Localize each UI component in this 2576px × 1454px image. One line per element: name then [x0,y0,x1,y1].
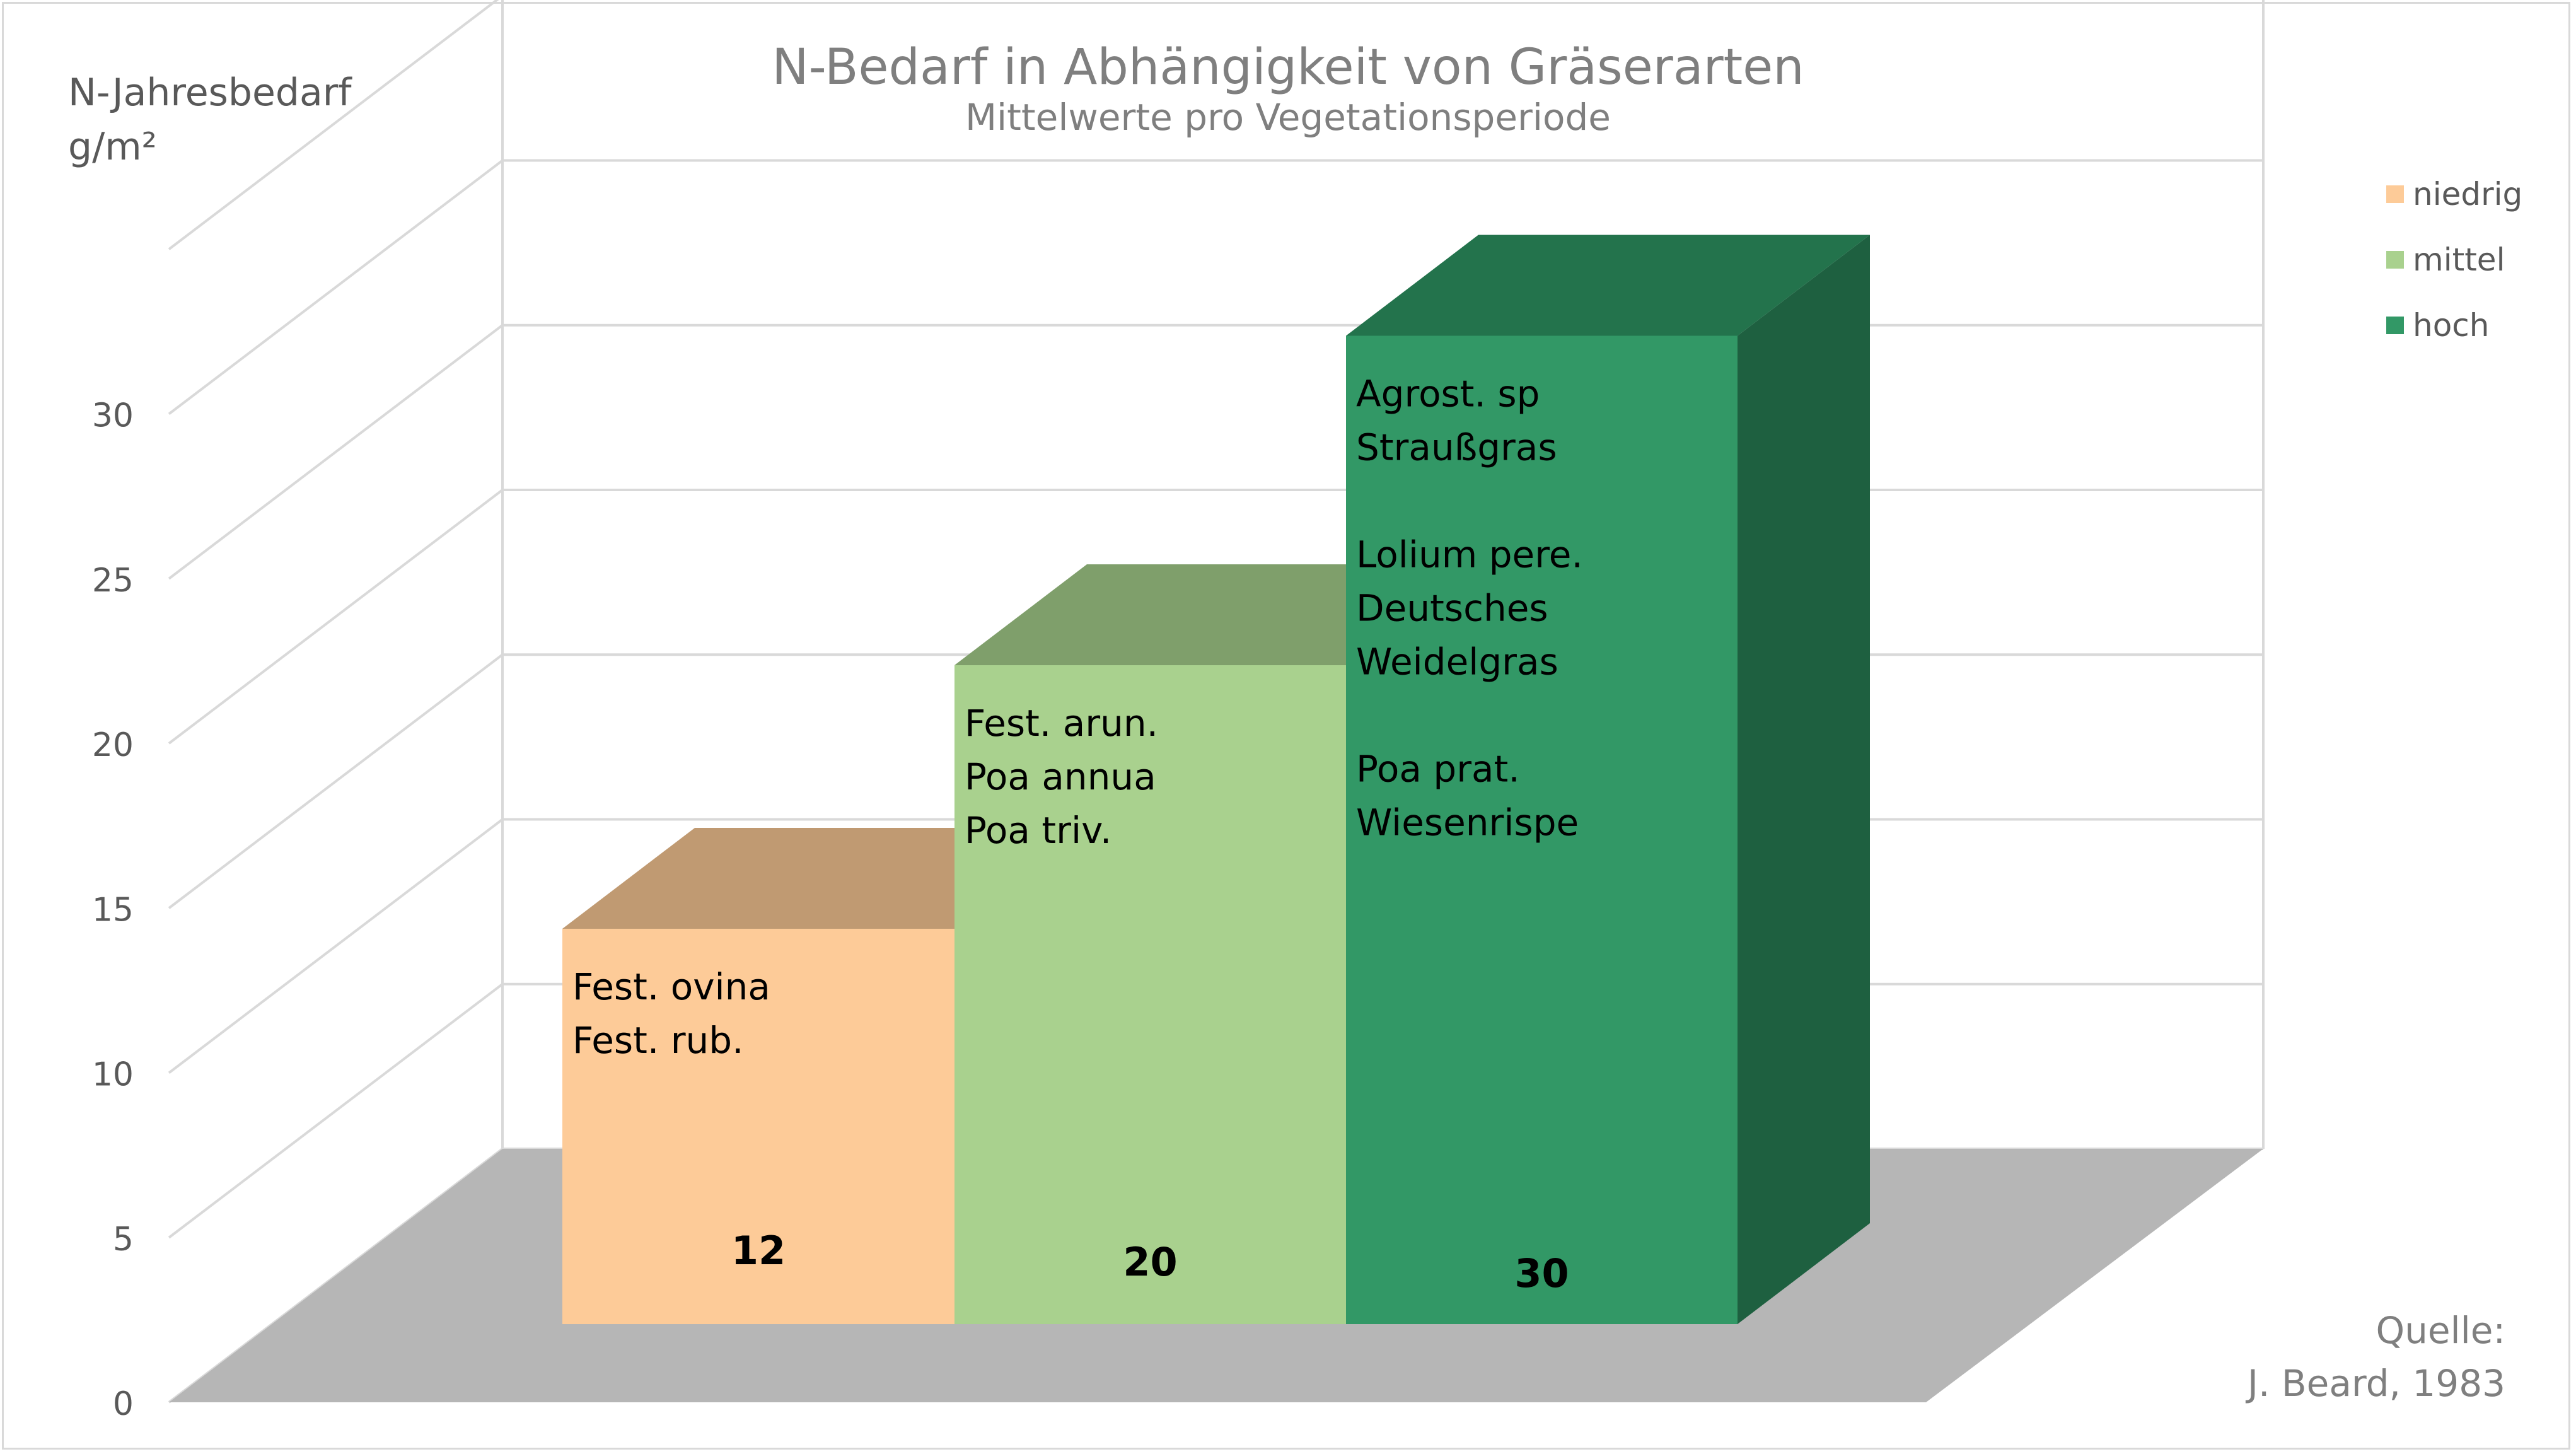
bar-species-label: Weidelgras [1356,641,1558,683]
legend-item-hoch[interactable]: hoch [2386,293,2522,358]
bar-species-label: Poa prat. [1356,748,1520,791]
legend-label-hoch: hoch [2413,307,2490,344]
bar-hoch: Agrost. sp Straußgras Lolium pere. Deutsche… [1346,235,1870,1324]
bars: Fest. ovina Fest. rub. 12 Fest. arun. Poa an… [562,235,1870,1324]
y-tick-label: 20 [92,726,134,764]
gridline-diagonal [168,653,504,909]
legend-item-mittel[interactable]: mittel [2386,227,2522,293]
y-axis-label: N-Jahresbedarf g/m² [68,66,352,174]
bar-value-label: 12 [731,1228,786,1274]
y-tick-label: 0 [113,1385,134,1423]
y-tick-label: 10 [92,1056,134,1094]
bar-front-face [1346,335,1738,1324]
y-axis-label-unit: g/m² [68,125,157,169]
bar-species-label: Fest. rub. [572,1019,744,1062]
gridline-diagonal [168,159,504,416]
bar-species-label: Fest. arun. [965,702,1158,745]
source-citation: J. Beard, 1983 [2247,1362,2505,1405]
legend-label-mittel: mittel [2413,241,2505,278]
legend-swatch-niedrig [2386,185,2404,203]
bar-top-face [1346,235,1870,336]
source-label: Quelle: [2376,1309,2505,1352]
bar-front-face [954,665,1346,1324]
gridline-diagonal [168,983,504,1239]
gridline-diagonal [168,818,504,1074]
bar-species-label: Straußgras [1356,426,1557,469]
bar-value-label: 20 [1123,1239,1177,1285]
bar-value-label: 30 [1514,1250,1569,1296]
gridline-diagonal [168,489,504,745]
gridline-diagonal [168,324,504,580]
bar-species-label: Poa triv. [965,809,1111,852]
bar-species-label: Deutsches [1356,587,1548,630]
bar-species-label: Agrost. sp [1356,373,1540,416]
chart-title: N-Bedarf in Abhängigkeit von Gräserarten [772,39,1804,96]
bar-species-label: Fest. ovina [572,965,770,1008]
y-tick-label: 25 [92,562,134,600]
legend-swatch-hoch [2386,317,2404,334]
y-tick-label: 5 [113,1221,134,1259]
legend-swatch-mittel [2386,251,2404,269]
y-axis-label-line: N-Jahresbedarf [68,71,352,115]
gridline-diagonal [168,0,499,250]
y-tick-label: 15 [92,891,134,929]
bar-species-label: Lolium pere. [1356,533,1583,576]
source-note: Quelle: J. Beard, 1983 [2248,1304,2505,1410]
bar-species-label: Poa annua [965,755,1156,798]
legend-label-niedrig: niedrig [2413,176,2523,212]
legend-item-niedrig[interactable]: niedrig [2386,161,2522,227]
y-tick-label: 30 [92,397,134,435]
bar-side-face [1738,235,1870,1324]
y-axis-ticks: 0 5 10 15 20 25 30 [92,397,134,1424]
bar-front-face [562,929,954,1324]
chart-subtitle: Mittelwerte pro Vegetationsperiode [965,96,1611,139]
bar-mittel: Fest. arun. Poa annua Poa triv. 20 [954,564,1478,1324]
bar-species-label: Wiesenrispe [1356,801,1579,844]
legend: niedrig mittel hoch [2386,161,2522,358]
